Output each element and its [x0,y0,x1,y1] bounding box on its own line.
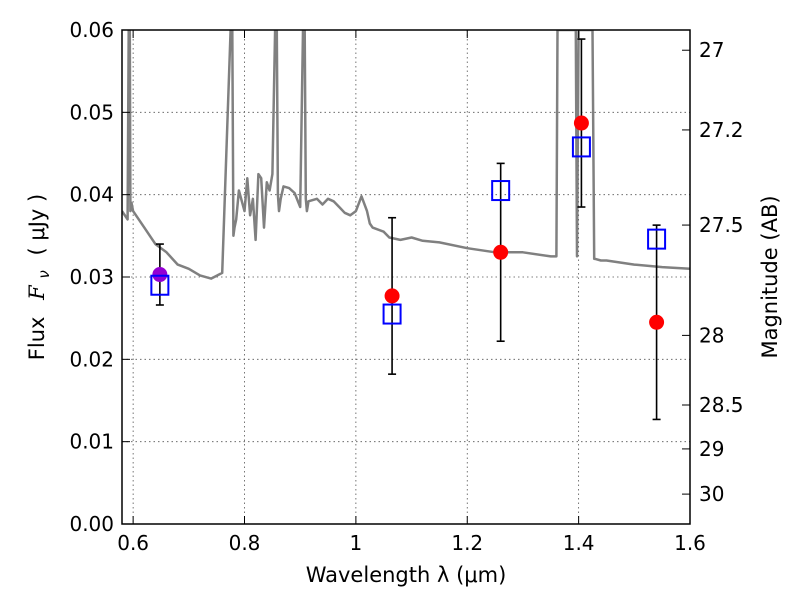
y2-tick-label: 30 [699,482,724,506]
x-tick-label: 1 [350,531,363,555]
y-axis-label-subscript: ν [35,270,53,278]
y2-tick-label: 28.5 [699,393,744,417]
model-point-square [382,303,402,325]
y-tick-label: 0.02 [69,347,114,371]
y2-axis-label: Magnitude (AB) [758,195,782,358]
y2-tick-label: 27.5 [699,213,744,237]
x-tick-label: 1.4 [563,531,595,555]
x-tick-label: 0.8 [229,531,261,555]
data-point-circle [493,244,509,260]
x-axis-label: Wavelength λ (μm) [306,563,507,587]
y2-tick-label: 29 [699,437,724,461]
data-point-circle [152,267,168,283]
model-point-square [150,274,170,296]
y-tick-label: 0.05 [69,100,114,124]
model-point-square [647,228,667,250]
model-point-square [491,180,511,202]
y-tick-label: 0.01 [69,430,114,454]
x-tick-label: 1.2 [451,531,483,555]
y2-tick-label: 28 [699,323,724,347]
y-tick-label: 0.03 [69,265,114,289]
y2-tick-label: 27 [699,38,724,62]
x-tick-label: 1.6 [674,531,706,555]
spectrum-line [122,30,690,280]
grid-layer [122,30,690,524]
y2-tick-label: 27.2 [699,118,744,142]
y-axis-label-units: ( μJy ) [25,194,49,256]
x-tick-label: 0.6 [117,531,149,555]
y-axis-label-symbol: F [25,284,49,301]
data-point-circle [649,314,665,330]
y-axis-label-prefix: Flux [25,317,49,361]
y-axis-label: Flux F ν ( μJy ) [25,194,54,360]
y-tick-label: 0.04 [69,183,114,207]
ticks-layer: 0.6 0.8 1 1.2 1.4 1.6 0.00 0.01 0.02 0.03 0.04 0.05… [69,18,743,555]
data-point-circle [384,288,400,304]
data-point-circle [573,115,589,131]
plot-layer [122,30,690,421]
model-point-square [571,136,591,158]
y-tick-label: 0.06 [69,18,114,42]
y-tick-label: 0.00 [69,512,114,536]
